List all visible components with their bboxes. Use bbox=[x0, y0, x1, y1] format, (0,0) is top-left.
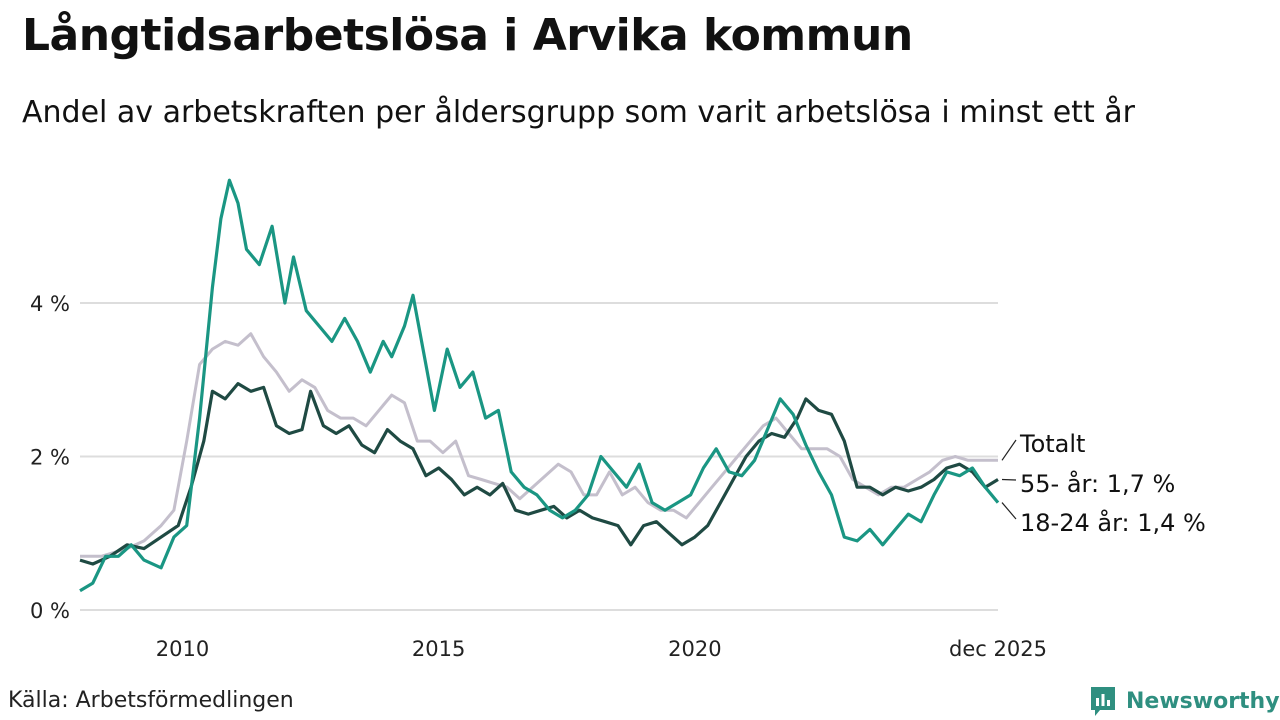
series-label-leader bbox=[1001, 439, 1017, 461]
series-label-leader bbox=[1001, 502, 1017, 520]
series-lines bbox=[79, 178, 1000, 593]
brand-name: Newsworthy bbox=[1126, 688, 1280, 714]
series-label-young: 18-24 år: 1,4 % bbox=[1020, 508, 1206, 537]
series-labels: Totalt 55- år: 1,7 % 18-24 år: 1,4 % bbox=[1001, 430, 1206, 537]
axis-ticks: 0 % 2 % 4 % 2010 2015 2020 dec 2025 bbox=[30, 292, 1047, 661]
brand-logo[interactable]: Newsworthy bbox=[1088, 684, 1280, 718]
x-tick-label: 2015 bbox=[412, 637, 465, 661]
newsworthy-logo-icon bbox=[1091, 687, 1115, 716]
series-line-young bbox=[79, 178, 1000, 593]
source-note: Källa: Arbetsförmedlingen bbox=[8, 688, 294, 713]
series-label-older: 55- år: 1,7 % bbox=[1020, 469, 1175, 498]
y-tick-label: 0 % bbox=[30, 599, 70, 623]
x-tick-label: 2020 bbox=[668, 637, 721, 661]
y-tick-label: 4 % bbox=[30, 292, 70, 316]
page-subtitle: Andel av arbetskraften per åldersgrupp s… bbox=[22, 95, 1135, 130]
page-title: Långtidsarbetslösa i Arvika kommun bbox=[22, 10, 913, 61]
x-tick-label: 2010 bbox=[156, 637, 209, 661]
line-chart: Totalt 55- år: 1,7 % 18-24 år: 1,4 % 0 % 2 … bbox=[30, 178, 1206, 661]
series-line-total bbox=[80, 332, 998, 558]
y-tick-label: 2 % bbox=[30, 446, 70, 470]
series-label-total: Totalt bbox=[1019, 430, 1085, 458]
x-tick-label: dec 2025 bbox=[949, 637, 1047, 661]
gridlines bbox=[80, 302, 998, 611]
